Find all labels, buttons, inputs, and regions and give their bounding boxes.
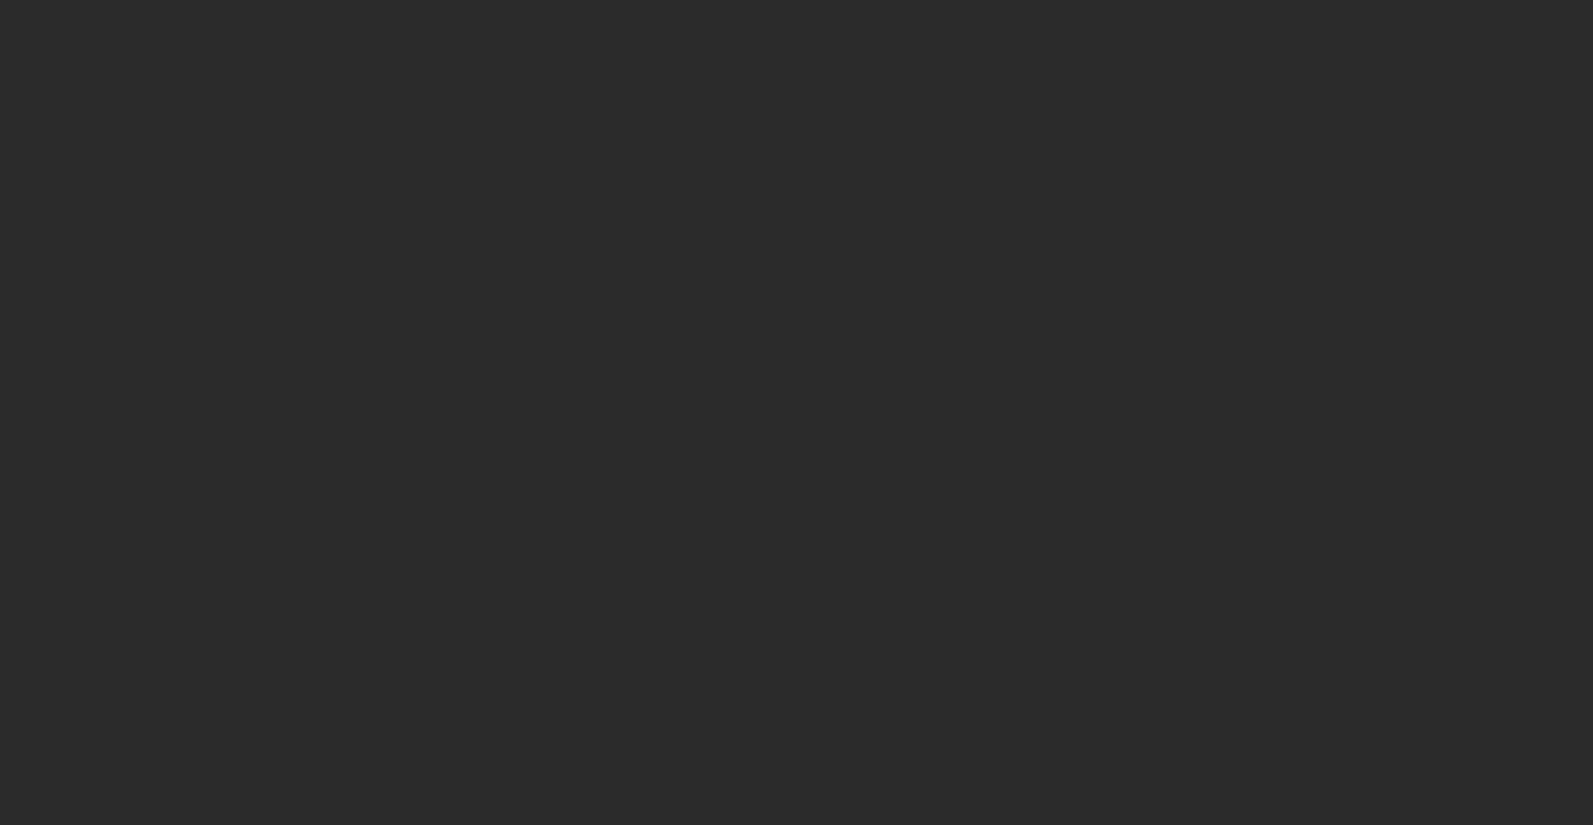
chart-container	[0, 0, 1593, 825]
plot-svg	[80, 80, 1460, 590]
chart-title	[0, 0, 1593, 12]
chart-subtitle	[0, 12, 1593, 16]
plot-area	[80, 80, 1460, 590]
legend-col-temp	[80, 640, 420, 652]
legend-col-sun	[424, 640, 824, 652]
legend	[80, 640, 1500, 658]
legend-col-rain	[829, 640, 1129, 652]
legend-col-snow	[1133, 640, 1433, 652]
